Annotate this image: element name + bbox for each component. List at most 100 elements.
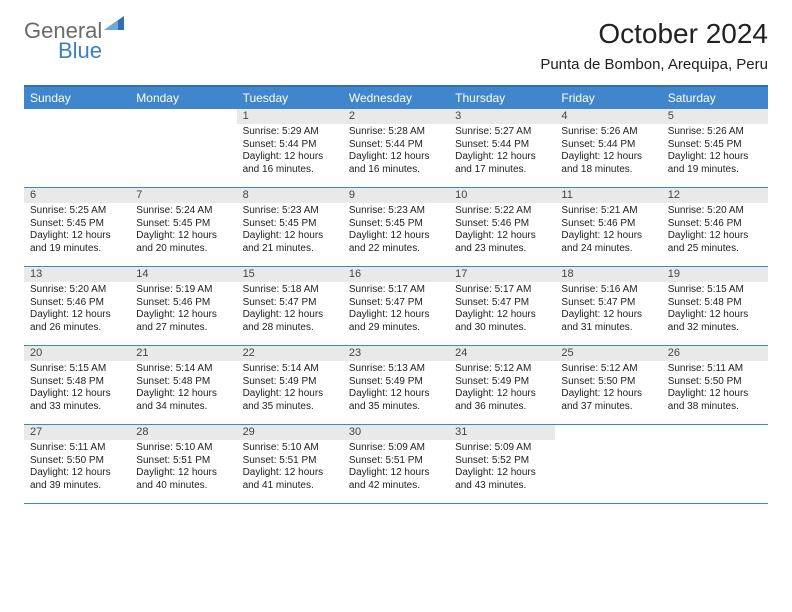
calendar-cell: 1Sunrise: 5:29 AMSunset: 5:44 PMDaylight… [237, 109, 343, 187]
calendar-cell: 24Sunrise: 5:12 AMSunset: 5:49 PMDayligh… [449, 346, 555, 424]
sunrise-text: Sunrise: 5:16 AM [561, 284, 655, 297]
daylight-text: Daylight: 12 hours and 18 minutes. [561, 151, 655, 176]
sunset-text: Sunset: 5:51 PM [349, 455, 443, 468]
day-number: 7 [130, 188, 236, 203]
daylight-text: Daylight: 12 hours and 22 minutes. [349, 230, 443, 255]
dayname-monday: Monday [130, 87, 236, 109]
calendar-cell: 20Sunrise: 5:15 AMSunset: 5:48 PMDayligh… [24, 346, 130, 424]
calendar-cell: 4Sunrise: 5:26 AMSunset: 5:44 PMDaylight… [555, 109, 661, 187]
sunset-text: Sunset: 5:50 PM [668, 376, 762, 389]
sunrise-text: Sunrise: 5:17 AM [349, 284, 443, 297]
sunrise-text: Sunrise: 5:20 AM [30, 284, 124, 297]
day-number: 5 [662, 109, 768, 124]
sunrise-text: Sunrise: 5:25 AM [30, 205, 124, 218]
day-details: Sunrise: 5:15 AMSunset: 5:48 PMDaylight:… [24, 361, 130, 417]
day-number: 31 [449, 425, 555, 440]
day-number: 3 [449, 109, 555, 124]
dayname-wednesday: Wednesday [343, 87, 449, 109]
day-number: 21 [130, 346, 236, 361]
day-number: 2 [343, 109, 449, 124]
sunset-text: Sunset: 5:49 PM [349, 376, 443, 389]
day-number: 23 [343, 346, 449, 361]
day-details: Sunrise: 5:09 AMSunset: 5:52 PMDaylight:… [449, 440, 555, 496]
dayname-friday: Friday [555, 87, 661, 109]
day-number: 24 [449, 346, 555, 361]
day-number [662, 425, 768, 439]
sunrise-text: Sunrise: 5:21 AM [561, 205, 655, 218]
sunset-text: Sunset: 5:45 PM [30, 218, 124, 231]
calendar-cell: 13Sunrise: 5:20 AMSunset: 5:46 PMDayligh… [24, 267, 130, 345]
day-number: 28 [130, 425, 236, 440]
day-number: 16 [343, 267, 449, 282]
day-number: 17 [449, 267, 555, 282]
sunrise-text: Sunrise: 5:23 AM [349, 205, 443, 218]
day-details: Sunrise: 5:18 AMSunset: 5:47 PMDaylight:… [237, 282, 343, 338]
dayname-row: SundayMondayTuesdayWednesdayThursdayFrid… [24, 87, 768, 109]
day-details: Sunrise: 5:21 AMSunset: 5:46 PMDaylight:… [555, 203, 661, 259]
daylight-text: Daylight: 12 hours and 43 minutes. [455, 467, 549, 492]
day-details: Sunrise: 5:24 AMSunset: 5:45 PMDaylight:… [130, 203, 236, 259]
calendar-cell: 23Sunrise: 5:13 AMSunset: 5:49 PMDayligh… [343, 346, 449, 424]
calendar-cell: 3Sunrise: 5:27 AMSunset: 5:44 PMDaylight… [449, 109, 555, 187]
sunset-text: Sunset: 5:50 PM [561, 376, 655, 389]
sunrise-text: Sunrise: 5:18 AM [243, 284, 337, 297]
day-details: Sunrise: 5:27 AMSunset: 5:44 PMDaylight:… [449, 124, 555, 180]
calendar-cell: 15Sunrise: 5:18 AMSunset: 5:47 PMDayligh… [237, 267, 343, 345]
header: General Blue October 2024 Punta de Bombo… [0, 0, 792, 77]
day-number: 22 [237, 346, 343, 361]
sunset-text: Sunset: 5:47 PM [243, 297, 337, 310]
calendar-cell: 29Sunrise: 5:10 AMSunset: 5:51 PMDayligh… [237, 425, 343, 503]
week-row: 27Sunrise: 5:11 AMSunset: 5:50 PMDayligh… [24, 425, 768, 504]
dayname-sunday: Sunday [24, 87, 130, 109]
calendar-cell: 8Sunrise: 5:23 AMSunset: 5:45 PMDaylight… [237, 188, 343, 266]
sunrise-text: Sunrise: 5:09 AM [349, 442, 443, 455]
day-details: Sunrise: 5:17 AMSunset: 5:47 PMDaylight:… [449, 282, 555, 338]
day-details: Sunrise: 5:12 AMSunset: 5:50 PMDaylight:… [555, 361, 661, 417]
dayname-saturday: Saturday [662, 87, 768, 109]
day-details: Sunrise: 5:26 AMSunset: 5:44 PMDaylight:… [555, 124, 661, 180]
calendar-cell: 28Sunrise: 5:10 AMSunset: 5:51 PMDayligh… [130, 425, 236, 503]
calendar-cell: 25Sunrise: 5:12 AMSunset: 5:50 PMDayligh… [555, 346, 661, 424]
sunset-text: Sunset: 5:46 PM [455, 218, 549, 231]
day-number [130, 109, 236, 123]
sunset-text: Sunset: 5:49 PM [243, 376, 337, 389]
calendar-cell-blank [662, 425, 768, 503]
sunrise-text: Sunrise: 5:14 AM [136, 363, 230, 376]
daylight-text: Daylight: 12 hours and 25 minutes. [668, 230, 762, 255]
day-number: 19 [662, 267, 768, 282]
calendar-cell: 30Sunrise: 5:09 AMSunset: 5:51 PMDayligh… [343, 425, 449, 503]
daylight-text: Daylight: 12 hours and 40 minutes. [136, 467, 230, 492]
day-details: Sunrise: 5:20 AMSunset: 5:46 PMDaylight:… [662, 203, 768, 259]
sunset-text: Sunset: 5:44 PM [561, 139, 655, 152]
daylight-text: Daylight: 12 hours and 28 minutes. [243, 309, 337, 334]
day-details: Sunrise: 5:11 AMSunset: 5:50 PMDaylight:… [662, 361, 768, 417]
day-details: Sunrise: 5:25 AMSunset: 5:45 PMDaylight:… [24, 203, 130, 259]
daylight-text: Daylight: 12 hours and 31 minutes. [561, 309, 655, 334]
brand-logo: General Blue [24, 18, 144, 62]
daylight-text: Daylight: 12 hours and 19 minutes. [668, 151, 762, 176]
brand-triangle-icon [104, 14, 124, 30]
sunrise-text: Sunrise: 5:17 AM [455, 284, 549, 297]
sunrise-text: Sunrise: 5:12 AM [561, 363, 655, 376]
calendar-cell: 14Sunrise: 5:19 AMSunset: 5:46 PMDayligh… [130, 267, 236, 345]
day-number: 29 [237, 425, 343, 440]
week-row: 6Sunrise: 5:25 AMSunset: 5:45 PMDaylight… [24, 188, 768, 267]
day-details: Sunrise: 5:22 AMSunset: 5:46 PMDaylight:… [449, 203, 555, 259]
sunrise-text: Sunrise: 5:23 AM [243, 205, 337, 218]
calendar-cell: 17Sunrise: 5:17 AMSunset: 5:47 PMDayligh… [449, 267, 555, 345]
sunset-text: Sunset: 5:47 PM [561, 297, 655, 310]
day-number: 9 [343, 188, 449, 203]
sunset-text: Sunset: 5:45 PM [668, 139, 762, 152]
daylight-text: Daylight: 12 hours and 37 minutes. [561, 388, 655, 413]
sunrise-text: Sunrise: 5:26 AM [668, 126, 762, 139]
title-block: October 2024 Punta de Bombon, Arequipa, … [540, 18, 768, 73]
sunrise-text: Sunrise: 5:19 AM [136, 284, 230, 297]
day-number: 18 [555, 267, 661, 282]
dayname-thursday: Thursday [449, 87, 555, 109]
sunset-text: Sunset: 5:48 PM [668, 297, 762, 310]
day-number: 20 [24, 346, 130, 361]
calendar-cell-blank [24, 109, 130, 187]
day-details: Sunrise: 5:13 AMSunset: 5:49 PMDaylight:… [343, 361, 449, 417]
day-details: Sunrise: 5:29 AMSunset: 5:44 PMDaylight:… [237, 124, 343, 180]
sunrise-text: Sunrise: 5:09 AM [455, 442, 549, 455]
